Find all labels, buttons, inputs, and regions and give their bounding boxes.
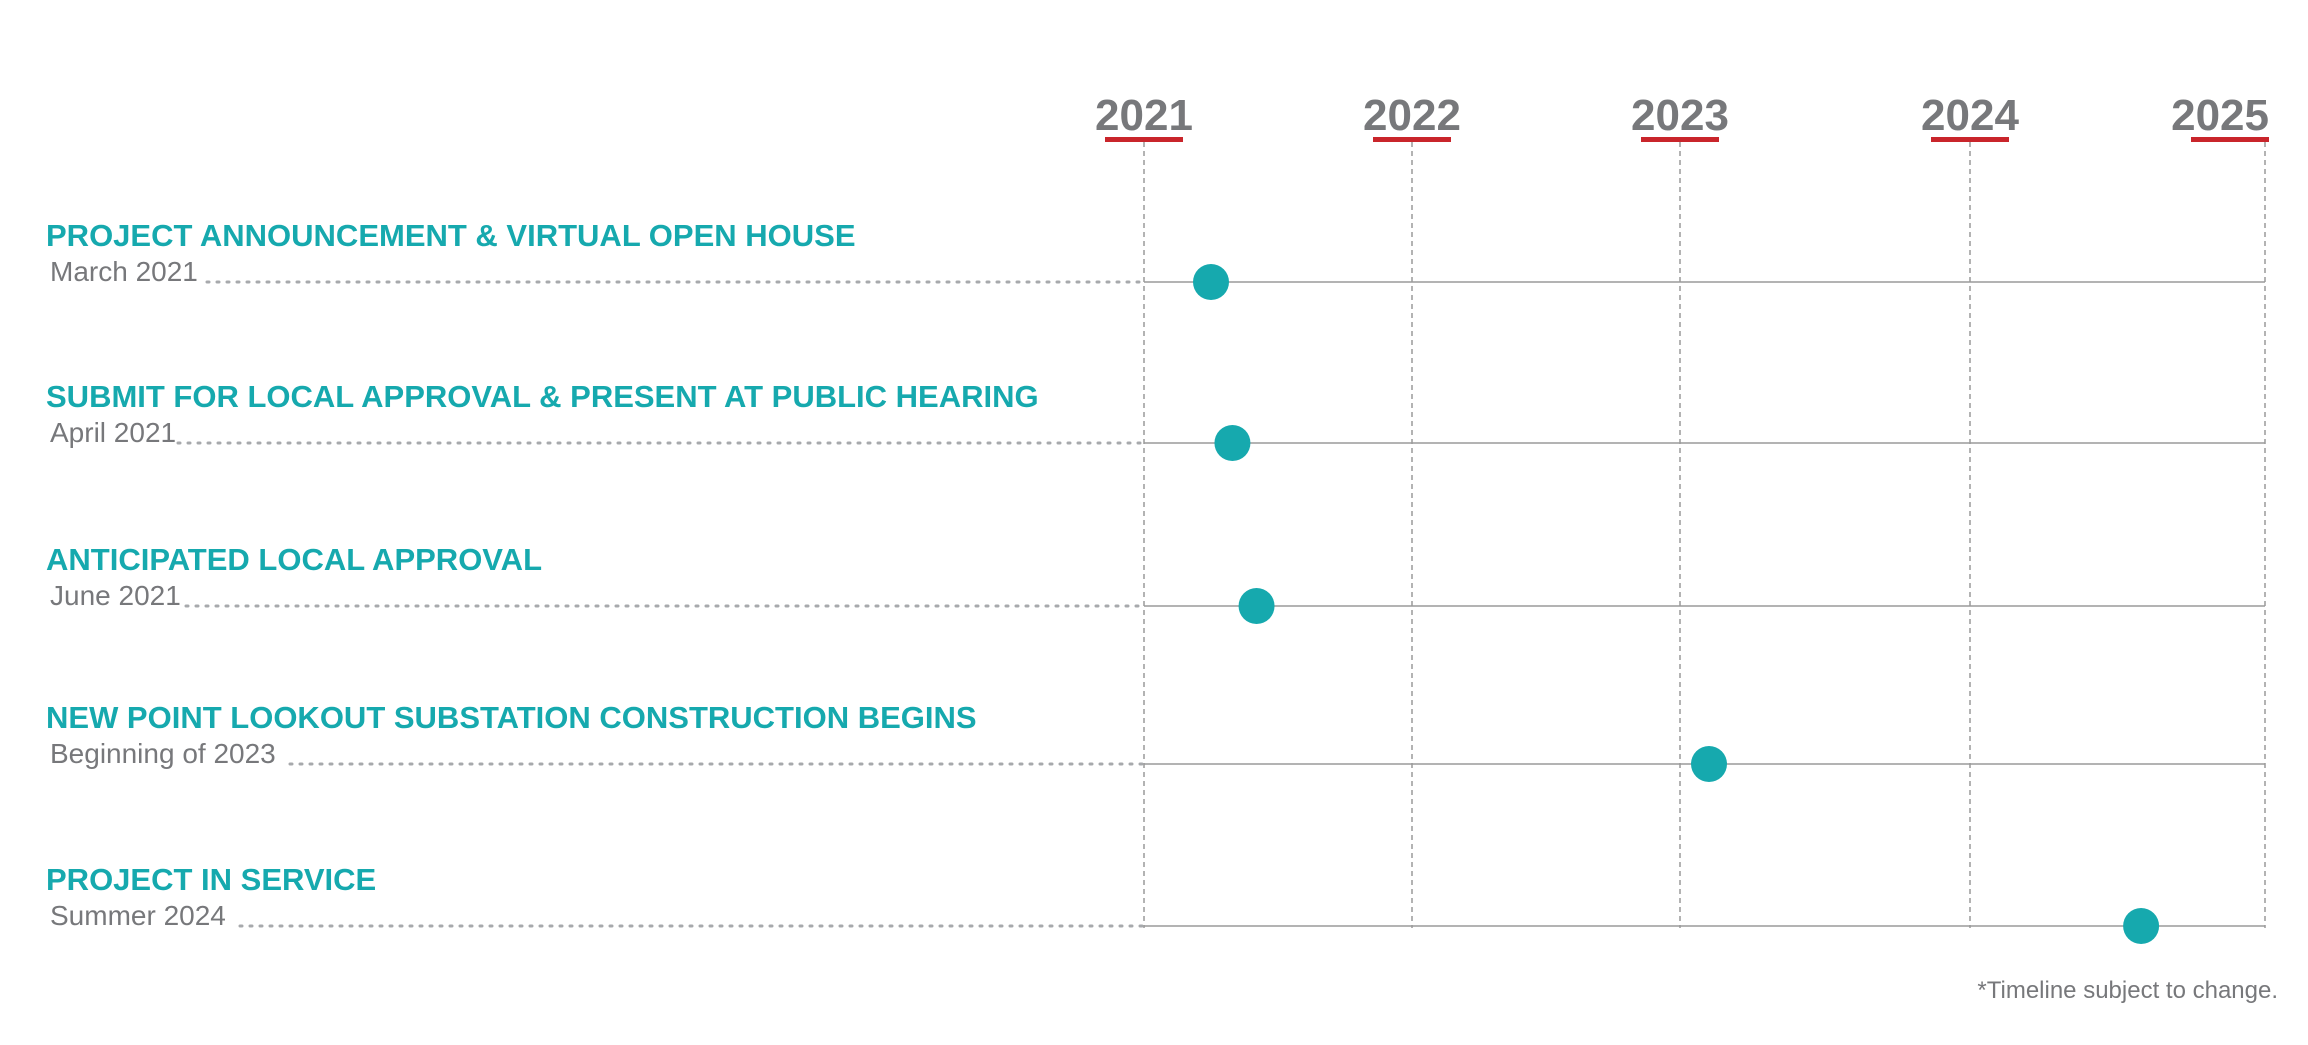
event-marker-3 [1691,746,1727,782]
year-underline-2025 [2191,137,2269,142]
year-underline-2023 [1641,137,1719,142]
event-date-3: Beginning of 2023 [50,738,276,769]
year-label-2021: 2021 [1095,91,1193,140]
event-marker-2 [1238,588,1275,624]
year-underline-2024 [1931,137,2009,142]
event-marker-1 [1214,425,1251,461]
year-underline-2021 [1105,137,1183,142]
year-label-2025: 2025 [2171,91,2269,140]
event-date-4: Summer 2024 [50,900,226,931]
event-date-1: April 2021 [50,417,176,448]
event-title-4: PROJECT IN SERVICE [46,862,376,897]
year-label-2022: 2022 [1363,91,1461,140]
event-title-2: ANTICIPATED LOCAL APPROVAL [46,542,542,577]
event-title-0: PROJECT ANNOUNCEMENT & VIRTUAL OPEN HOUS… [46,218,856,253]
event-date-2: June 2021 [50,580,181,611]
timeline-footnote: *Timeline subject to change. [1977,977,2278,1004]
event-title-1: SUBMIT FOR LOCAL APPROVAL & PRESENT AT P… [46,379,1039,414]
event-title-3: NEW POINT LOOKOUT SUBSTATION CONSTRUCTIO… [46,700,977,735]
event-date-0: March 2021 [50,256,198,287]
event-marker-4 [2123,908,2160,944]
event-marker-0 [1193,264,1229,300]
year-underline-2022 [1373,137,1451,142]
year-label-2024: 2024 [1921,91,2019,140]
year-label-2023: 2023 [1631,91,1729,140]
